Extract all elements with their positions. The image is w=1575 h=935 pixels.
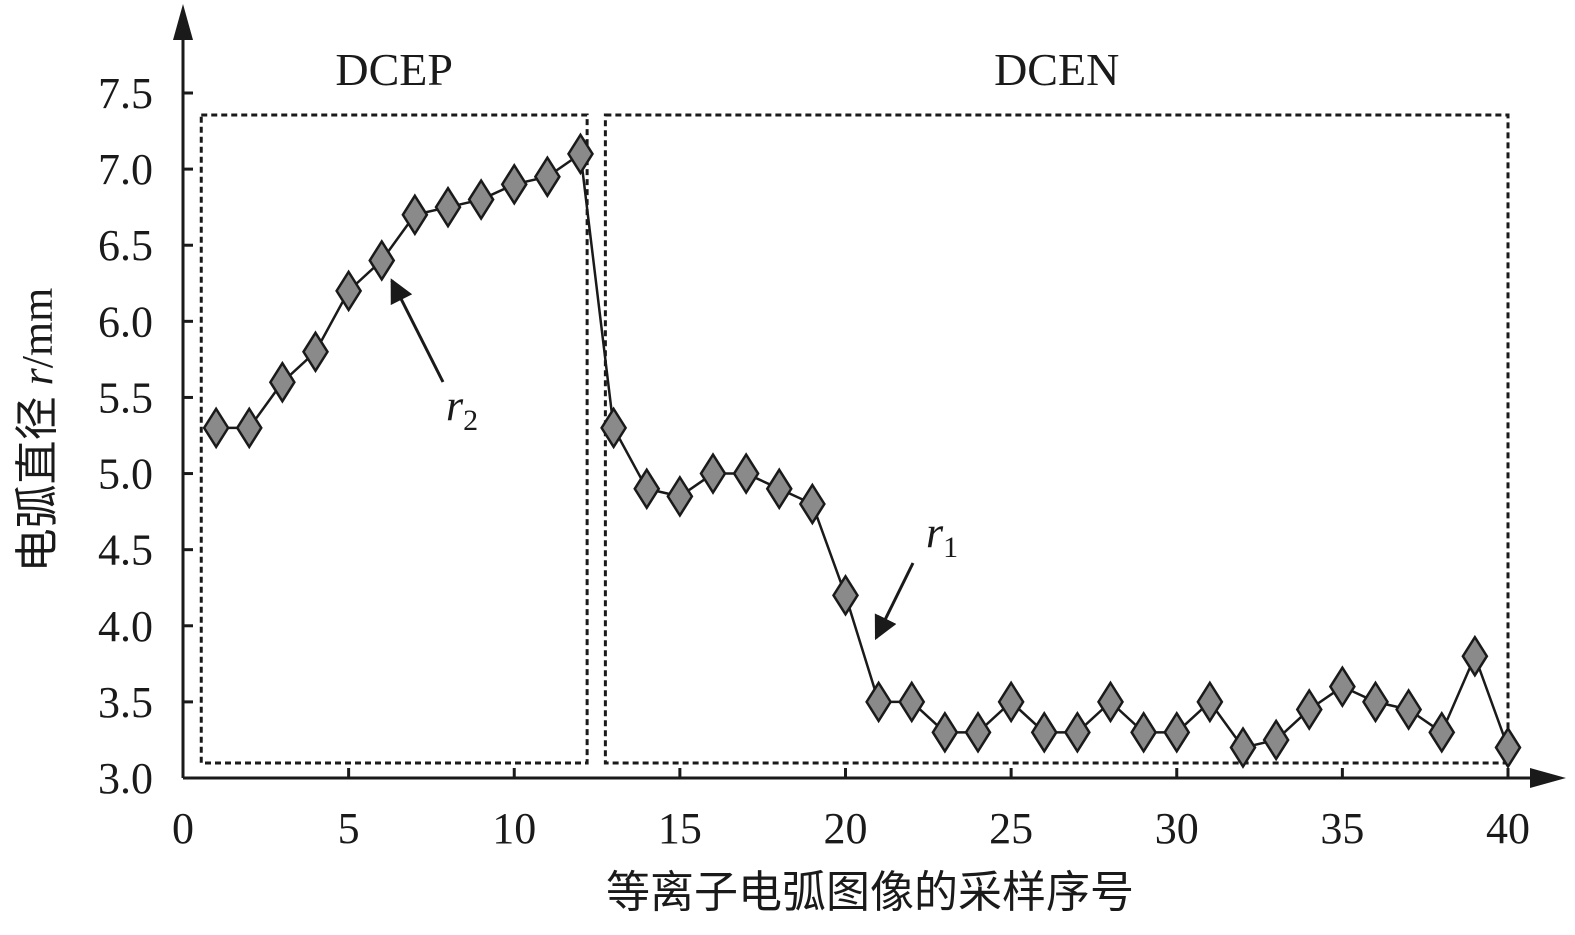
data-point (600, 406, 628, 450)
data-point (997, 680, 1025, 724)
y-tick-label: 5.5 (98, 373, 153, 422)
x-tick-label: 40 (1486, 804, 1530, 853)
data-point (832, 573, 859, 617)
data-point (500, 162, 528, 206)
data-point (1461, 634, 1489, 678)
data-point (235, 406, 263, 450)
series-line (216, 151, 1510, 749)
data-point (865, 680, 893, 724)
x-ticks: 0 5 10 15 20 25 30 35 40 (172, 768, 1530, 853)
r1-label: r1 (926, 508, 958, 564)
y-tick-label: 7.0 (98, 145, 153, 194)
y-axis-title-unit: /mm (13, 288, 62, 369)
x-axis-title: 等离子电弧图像的采样序号 (606, 868, 1134, 917)
r2-label: r2 (446, 381, 478, 437)
data-point (401, 193, 429, 237)
data-point (666, 475, 694, 518)
r2-arrow (390, 278, 445, 383)
data-point (1428, 710, 1456, 754)
x-tick-label: 5 (338, 804, 360, 853)
x-tick-label: 10 (492, 804, 536, 853)
data-point (567, 132, 594, 176)
data-point (1196, 680, 1224, 724)
x-tick-label: 15 (658, 804, 702, 853)
data-point (434, 185, 462, 229)
x-tick-label: 30 (1155, 804, 1199, 853)
data-point (1130, 710, 1158, 754)
y-ticks: 3.0 3.5 4.0 4.5 5.0 5.5 6.0 6.5 7.0 7.5 (98, 69, 193, 803)
region-box-dcen (603, 113, 1510, 765)
y-tick-label: 6.0 (98, 297, 153, 346)
x-tick-label: 20 (824, 804, 868, 853)
data-point (633, 467, 661, 511)
data-point (1328, 665, 1356, 709)
data-point (335, 269, 363, 313)
region-boxes: DCEP DCEN (199, 44, 1510, 765)
r2-label-sub: 2 (463, 404, 478, 437)
r1-label-var: r (926, 508, 944, 557)
y-tick-label: 4.0 (98, 602, 153, 651)
r1-arrow (874, 562, 915, 641)
y-tick-label: 3.5 (98, 678, 153, 727)
data-point (1030, 710, 1058, 754)
data-point (533, 155, 561, 199)
data-point (1395, 688, 1423, 731)
r1-label-sub: 1 (943, 531, 958, 564)
data-point (302, 330, 329, 374)
data-point (467, 178, 495, 221)
data-point (268, 360, 296, 404)
y-axis-title-prefix: 电弧直径 (13, 385, 62, 572)
data-point (1494, 726, 1522, 769)
data-point (931, 710, 959, 754)
y-tick-label: 5.0 (98, 450, 153, 499)
x-tick-label: 0 (172, 804, 194, 853)
data-point (202, 406, 230, 450)
data-point (1229, 726, 1257, 769)
region-label-dcen: DCEN (994, 44, 1119, 95)
data-point (1063, 710, 1091, 754)
y-tick-label: 7.5 (98, 69, 153, 118)
data-point (732, 452, 760, 495)
data-point (699, 452, 727, 495)
data-point (1262, 718, 1290, 762)
x-tick-label: 25 (989, 804, 1033, 853)
data-point (1097, 680, 1124, 724)
x-axis-arrowhead (1530, 768, 1566, 788)
data-point (1295, 688, 1323, 731)
data-point (1362, 680, 1389, 724)
region-box-dcep (199, 113, 589, 765)
y-tick-label: 3.0 (98, 754, 153, 803)
y-axis-title-var: r (13, 367, 62, 385)
data-point (1163, 710, 1191, 754)
data-point (898, 680, 926, 724)
region-label-dcep: DCEP (335, 44, 453, 95)
y-axis-title: 电弧直径 r/mm (13, 288, 62, 573)
data-point (765, 467, 793, 511)
y-axis-arrowhead (173, 4, 193, 40)
data-point (368, 239, 396, 282)
y-tick-label: 4.5 (98, 526, 153, 575)
data-point (798, 482, 826, 526)
series-layer (202, 132, 1522, 769)
y-tick-label: 6.5 (98, 221, 153, 270)
r2-label-var: r (446, 381, 464, 430)
data-point (964, 710, 992, 754)
x-tick-label: 35 (1320, 804, 1364, 853)
